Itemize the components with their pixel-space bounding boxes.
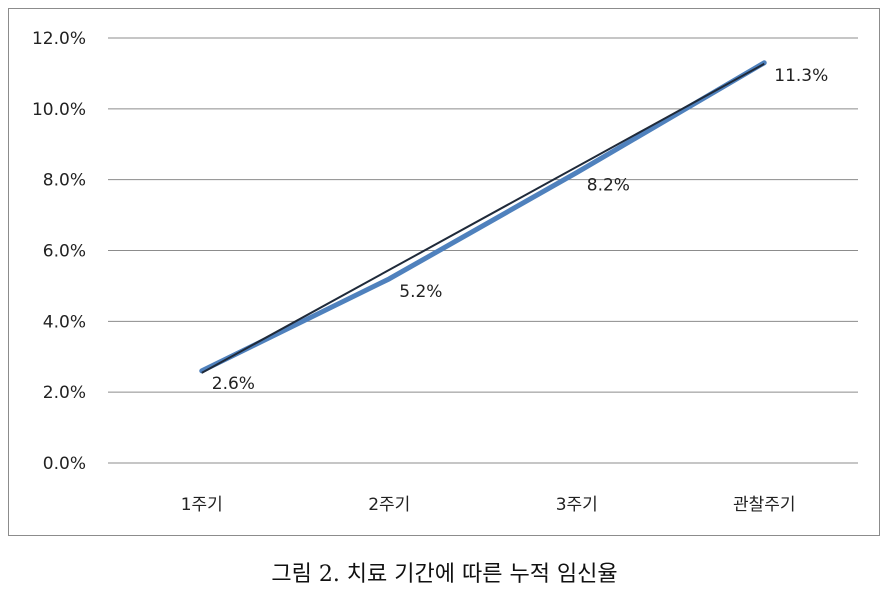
trend-line xyxy=(201,62,765,374)
line-chart: 0.0% 2.0% 4.0% 6.0% 8.0% 10.0% 12.0% 1주기 2주기 3주기 관… xyxy=(32,29,858,515)
y-tick-label: 0.0% xyxy=(43,454,86,474)
data-label: 11.3% xyxy=(774,66,828,86)
chart-frame xyxy=(8,8,880,536)
x-tick-label: 1주기 xyxy=(181,495,223,515)
x-tick-label: 관찰주기 xyxy=(733,495,796,515)
figure-caption: 그림 2. 치료 기간에 따른 누적 임신율 xyxy=(271,562,618,587)
y-tick-label: 2.0% xyxy=(43,383,86,403)
y-tick-label: 4.0% xyxy=(43,312,86,332)
x-tick-label: 2주기 xyxy=(368,495,410,515)
data-label: 8.2% xyxy=(587,176,630,196)
y-tick-label: 6.0% xyxy=(43,242,86,262)
y-tick-label: 12.0% xyxy=(32,29,86,49)
data-label: 2.6% xyxy=(212,374,255,394)
data-label: 5.2% xyxy=(399,282,442,302)
y-tick-label: 8.0% xyxy=(43,171,86,191)
x-tick-label: 3주기 xyxy=(556,495,598,515)
series-line xyxy=(199,60,767,374)
y-tick-label: 10.0% xyxy=(32,100,86,120)
